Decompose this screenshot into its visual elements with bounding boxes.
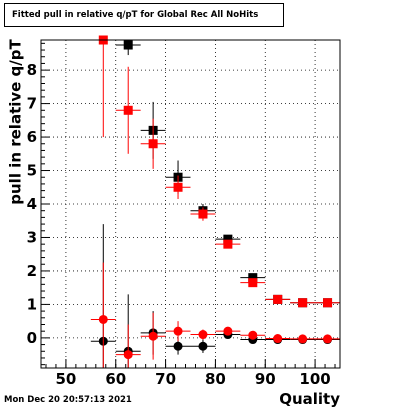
data-point-circle [248, 330, 258, 340]
data-point-square [123, 40, 133, 50]
data-point-circle [123, 350, 133, 360]
data-point-square [248, 278, 258, 288]
data-point-square [223, 234, 233, 244]
x-tick-label: 70 [155, 370, 176, 388]
data-point-circle [223, 326, 233, 336]
y-tick-label: 0 [27, 329, 37, 347]
x-tick-label: 80 [205, 370, 226, 388]
data-point-square [173, 182, 183, 192]
data-point-square [273, 294, 283, 304]
data-point-square [123, 105, 133, 115]
y-tick-label: 6 [27, 128, 37, 146]
data-point-circle [148, 331, 158, 341]
data-point-circle [273, 334, 283, 344]
y-tick-label: 3 [27, 228, 37, 246]
data-point-square [248, 273, 258, 283]
y-tick-label: 5 [27, 162, 37, 180]
timestamp: Mon Dec 20 20:57:13 2021 [4, 395, 132, 405]
x-tick-label: 90 [255, 370, 276, 388]
y-tick-label: 8 [27, 61, 37, 79]
data-point-circle [98, 314, 108, 324]
x-tick-label: 60 [105, 370, 126, 388]
y-tick-label: 2 [27, 262, 37, 280]
y-tick-label: 1 [27, 295, 37, 313]
x-tick-label: 50 [55, 370, 76, 388]
plot-frame-bg [41, 40, 340, 368]
y-tick-label: 4 [27, 195, 37, 213]
y-axis-label: pull in relative q/pT [6, 39, 25, 205]
data-point-circle [173, 341, 183, 351]
x-axis-label: Quality [279, 390, 340, 408]
data-point-square [198, 209, 208, 219]
data-point-square [323, 298, 333, 308]
chart-title: Fitted pull in relative q/pT for Global … [4, 3, 284, 27]
y-tick-label: 7 [27, 95, 37, 113]
data-point-circle [198, 330, 208, 340]
data-point-square [298, 298, 308, 308]
data-point-circle [198, 341, 208, 351]
data-point-circle [173, 326, 183, 336]
x-tick-label: 100 [299, 370, 330, 388]
data-point-square [223, 239, 233, 249]
data-point-circle [323, 334, 333, 344]
data-point-circle [298, 334, 308, 344]
data-point-square [148, 139, 158, 149]
